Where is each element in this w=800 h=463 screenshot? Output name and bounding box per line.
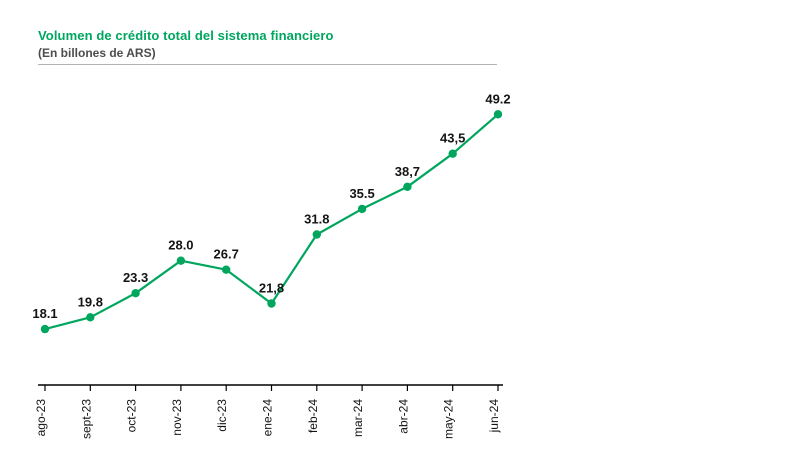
data-point	[403, 182, 412, 191]
line-chart: ago-23 sept-23 oct-23 nov-23 dic-23 ene-24 feb…	[32, 91, 510, 439]
data-point	[357, 204, 367, 214]
data-point-label: 23.3	[123, 270, 148, 285]
data-point	[131, 289, 140, 298]
data-point-label: 18.1	[32, 306, 57, 321]
chart-subtitle: (En billones de ARS)	[38, 46, 156, 60]
x-tick-label: sept-23	[79, 399, 93, 439]
x-tick-label: oct-23	[125, 399, 139, 433]
data-point	[86, 313, 95, 322]
data-point	[448, 149, 457, 158]
x-tick-label: ago-23	[34, 399, 48, 437]
data-point	[312, 230, 321, 239]
x-tick-label: ene-24	[261, 399, 275, 437]
data-point-label: 19.8	[78, 294, 103, 309]
data-point	[267, 299, 276, 308]
chart-area: ago-23 sept-23 oct-23 nov-23 dic-23 ene-24 feb…	[20, 70, 540, 455]
data-point-label: 21,8	[259, 281, 284, 296]
x-tick-label: jun-24	[487, 399, 501, 434]
x-tick-label: abr-24	[396, 399, 410, 434]
data-point-label: 49.2	[485, 91, 510, 106]
data-point	[493, 110, 503, 119]
chart-title: Volumen de crédito total del sistema fin…	[38, 28, 334, 43]
header-divider	[38, 64, 497, 65]
data-point-label: 35.5	[349, 186, 374, 201]
x-tick-label: nov-23	[170, 399, 184, 436]
x-tick-label: dic-23	[215, 399, 229, 432]
x-tick-label: may-24	[442, 399, 456, 439]
data-point-label: 31.8	[304, 212, 329, 227]
data-point	[40, 324, 50, 334]
data-point	[176, 256, 186, 265]
data-point-label: 28.0	[168, 238, 193, 253]
x-tick-label: mar-24	[351, 399, 365, 437]
data-point	[222, 265, 231, 274]
data-point-label: 38,7	[395, 164, 420, 179]
x-tick-label: feb-24	[306, 399, 320, 433]
data-point-label: 43,5	[440, 131, 465, 146]
data-point-label: 26.7	[214, 247, 239, 262]
chart-header: Volumen de crédito total del sistema fin…	[38, 28, 498, 60]
